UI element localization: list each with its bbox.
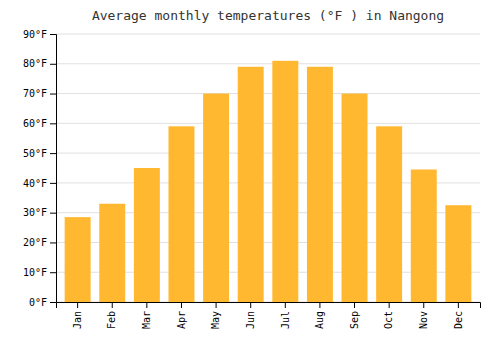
y-tick-label: 90°F	[23, 29, 47, 40]
y-tick: 40°F	[23, 178, 56, 189]
chart-container: 0°F 10°F 20°F 30°F 40°F 50°F 60°F 70°F 80°F 90°F J…	[0, 0, 500, 350]
y-tick: 60°F	[23, 118, 56, 129]
grid-line	[56, 153, 480, 154]
x-tick: Apr	[176, 302, 187, 329]
y-tick: 50°F	[23, 148, 56, 159]
x-axis: Jan Feb Mar Apr May Jun Jul Aug Sep Oct Nov Dec	[57, 302, 481, 329]
y-tick-mark	[50, 94, 56, 95]
bar	[238, 67, 264, 302]
grid-line	[56, 93, 480, 94]
x-tick-mark	[354, 302, 355, 308]
y-tick-mark	[50, 123, 56, 124]
bar	[203, 94, 229, 302]
y-tick-label: 80°F	[23, 58, 47, 69]
y-tick: 80°F	[23, 58, 56, 69]
x-tick: Sep	[349, 302, 360, 329]
x-tick-mark	[458, 302, 459, 308]
y-tick-mark	[50, 153, 56, 154]
bar	[272, 61, 298, 302]
x-tick-label: Apr	[176, 311, 187, 329]
x-tick-mark	[250, 302, 251, 308]
x-tick-label: Nov	[418, 311, 429, 329]
x-tick: Oct	[383, 302, 394, 329]
x-tick-mark	[216, 302, 217, 308]
x-tick-label: Jul	[280, 311, 291, 329]
plot-area: 0°F 10°F 20°F 30°F 40°F 50°F 60°F 70°F 80°F 90°F J…	[23, 29, 481, 329]
y-axis-line	[50, 35, 57, 303]
bar	[342, 94, 368, 302]
y-tick-label: 50°F	[23, 148, 47, 159]
bar	[99, 204, 125, 302]
x-tick-label: Mar	[141, 311, 152, 329]
x-tick-mark	[77, 302, 78, 308]
x-tick: Nov	[418, 302, 429, 329]
bar	[445, 205, 471, 302]
bar	[65, 217, 91, 302]
x-tick-mark	[319, 302, 320, 308]
y-tick: 0°F	[29, 297, 56, 308]
x-tick-label: Jun	[245, 311, 256, 329]
x-tick-mark	[285, 302, 286, 308]
y-tick-label: 60°F	[23, 118, 47, 129]
x-tick: Jan	[72, 302, 83, 329]
y-tick: 90°F	[23, 29, 56, 40]
grid-line	[56, 63, 480, 64]
bar	[307, 67, 333, 302]
x-axis-line	[57, 303, 481, 309]
x-tick-mark	[146, 302, 147, 308]
y-tick: 70°F	[23, 88, 56, 99]
y-tick: 10°F	[23, 267, 56, 278]
y-tick-mark	[50, 213, 56, 214]
y-tick: 30°F	[23, 207, 56, 218]
x-tick-label: Sep	[349, 311, 360, 329]
x-tick-label: Jan	[72, 311, 83, 329]
grid	[56, 34, 480, 302]
x-tick: May	[210, 302, 221, 329]
x-tick-mark	[112, 302, 113, 308]
bars	[65, 61, 472, 302]
x-tick: Jun	[245, 302, 256, 329]
y-tick: 20°F	[23, 237, 56, 248]
grid-line	[56, 34, 480, 35]
x-tick-label: Aug	[314, 311, 325, 329]
y-tick-mark	[50, 183, 56, 184]
bar	[411, 169, 437, 302]
y-tick-label: 10°F	[23, 267, 47, 278]
x-tick-label: May	[210, 311, 221, 329]
y-tick-label: 30°F	[23, 207, 47, 218]
y-axis: 0°F 10°F 20°F 30°F 40°F 50°F 60°F 70°F 80°F 90°F	[23, 29, 57, 308]
chart-title: Average monthly temperatures (°F ) in Na…	[92, 8, 444, 23]
x-tick: Aug	[314, 302, 325, 329]
y-tick-label: 20°F	[23, 237, 47, 248]
x-tick-mark	[181, 302, 182, 308]
x-tick: Dec	[453, 302, 464, 329]
grid-line	[56, 123, 480, 124]
bar	[376, 126, 402, 302]
chart-svg: 0°F 10°F 20°F 30°F 40°F 50°F 60°F 70°F 80°F 90°F J…	[0, 0, 500, 350]
x-tick-label: Oct	[383, 311, 394, 329]
bar	[168, 126, 194, 302]
y-tick-label: 70°F	[23, 88, 47, 99]
x-tick: Feb	[106, 302, 117, 329]
x-tick-label: Dec	[453, 311, 464, 329]
y-tick-mark	[50, 302, 56, 303]
y-tick-label: 40°F	[23, 178, 47, 189]
y-tick-label: 0°F	[29, 297, 47, 308]
y-tick-mark	[50, 64, 56, 65]
x-tick-mark	[389, 302, 390, 308]
x-tick: Mar	[141, 302, 152, 329]
y-tick-mark	[50, 272, 56, 273]
x-tick-label: Feb	[106, 311, 117, 329]
y-tick-mark	[50, 34, 56, 35]
x-tick: Jul	[280, 302, 291, 329]
y-tick-mark	[50, 242, 56, 243]
x-tick-mark	[423, 302, 424, 308]
bar	[134, 168, 160, 302]
